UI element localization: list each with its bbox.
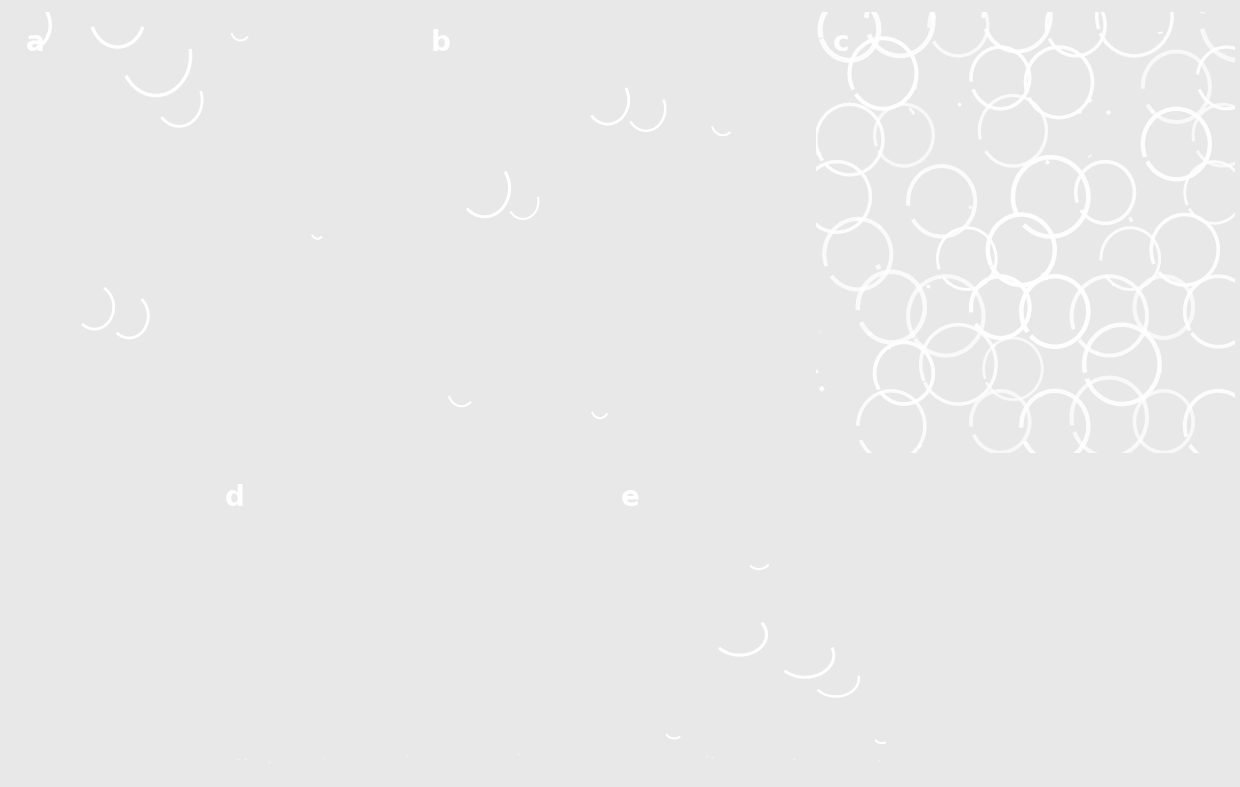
Text: c: c (833, 29, 849, 57)
Text: e: e (620, 484, 640, 512)
Text: a: a (25, 29, 45, 57)
Text: d: d (226, 484, 246, 512)
Text: b: b (430, 29, 450, 57)
